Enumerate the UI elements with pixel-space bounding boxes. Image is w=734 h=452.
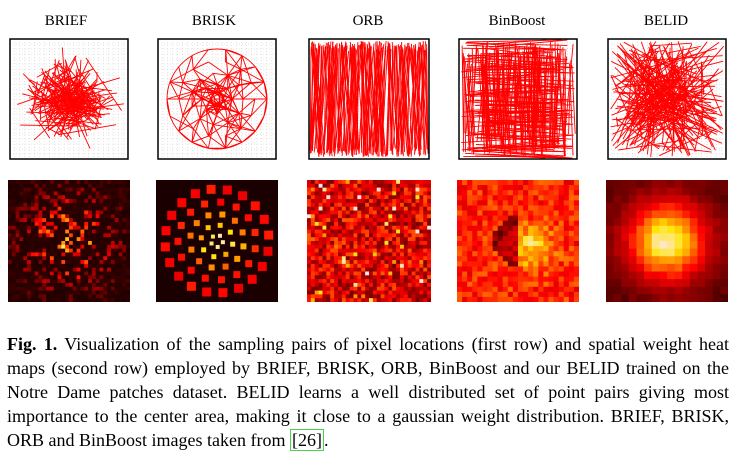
brief-heatmap	[8, 180, 130, 302]
caption-end: .	[324, 430, 329, 450]
belid-heatmap	[606, 180, 728, 302]
brisk-heatmap	[156, 180, 278, 302]
label-belid: BELID	[603, 13, 729, 30]
brief-pairs-plot	[8, 37, 130, 161]
orb-heatmap	[307, 180, 431, 302]
binboost-pairs-plot	[457, 37, 579, 161]
citation-link[interactable]: [26]	[290, 429, 324, 451]
belid-pairs-plot	[606, 37, 728, 161]
binboost-heatmap	[457, 180, 579, 302]
orb-pairs-plot	[307, 37, 431, 161]
label-binboost: BinBoost	[454, 13, 580, 30]
caption-text: Visualization of the sampling pairs of p…	[7, 334, 729, 450]
caption-fig-label: Fig. 1.	[7, 334, 57, 354]
figure-caption: Fig. 1. Visualization of the sampling pa…	[7, 332, 729, 452]
label-orb: ORB	[305, 13, 431, 30]
label-brisk: BRISK	[151, 13, 277, 30]
brisk-pairs-plot	[156, 37, 278, 161]
label-brief: BRIEF	[3, 13, 129, 30]
